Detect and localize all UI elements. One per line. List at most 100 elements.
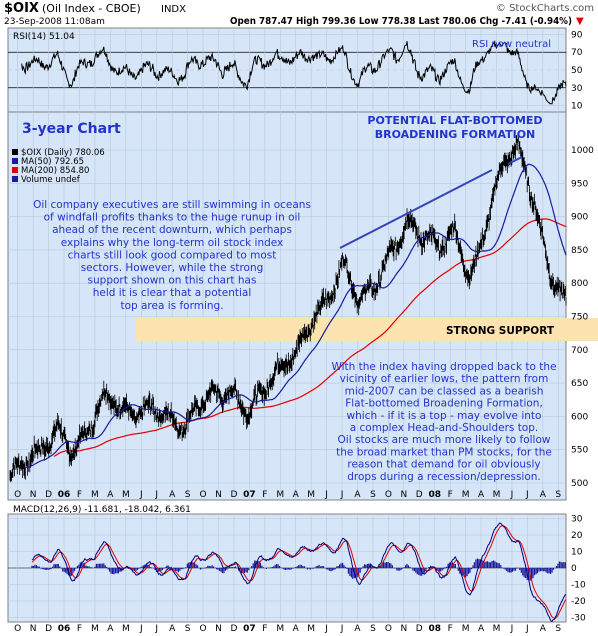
comment-line: held it is clear that a potential xyxy=(93,287,252,299)
x-tick-label: N xyxy=(30,490,37,500)
price-tick-label: 650 xyxy=(571,379,588,389)
x-tick-label: D xyxy=(45,624,52,634)
x-tick-label: O xyxy=(200,490,207,500)
legend-swatch xyxy=(12,149,18,155)
x-tick-label: A xyxy=(540,624,547,634)
macd-signal-line xyxy=(31,525,567,619)
x-tick-label: N xyxy=(215,490,222,500)
legend-label: Volume undef xyxy=(21,175,81,185)
broadening-trendline-ext xyxy=(507,156,523,165)
comment-line: top area is forming. xyxy=(120,300,223,312)
legend-label: $OIX (Daily) 780.06 xyxy=(21,148,105,158)
x-tick-label: A xyxy=(293,490,300,500)
macd-tick-label: -20 xyxy=(571,597,586,607)
index-name: (Oil Index - CBOE) xyxy=(42,2,141,15)
comment-line: of windfall profits thanks to the huge r… xyxy=(44,212,301,224)
x-tick-label: S xyxy=(555,490,561,500)
x-tick-label: J xyxy=(525,490,529,500)
chart-title: 3-year Chart xyxy=(22,121,121,137)
macd-tick-label: 20 xyxy=(571,531,583,541)
comment-line: Oil stocks are much more likely to follo… xyxy=(338,434,551,446)
comment-line: sectors. However, while the strong xyxy=(81,262,264,274)
comment-line: drops during a recession/depression. xyxy=(347,471,541,483)
price-tick-label: 1000 xyxy=(571,146,594,156)
price-tick-label: 950 xyxy=(571,179,588,189)
x-tick-label: S xyxy=(370,490,376,500)
x-tick-label: J xyxy=(510,490,514,500)
exchange-label: INDX xyxy=(161,4,186,15)
x-tick-label: J xyxy=(510,624,514,634)
price-bars xyxy=(9,135,567,483)
comment-line: Flat-bottomed Broadening Formation, xyxy=(345,398,543,410)
x-tick-label: A xyxy=(293,624,300,634)
x-tick-label: A xyxy=(478,490,485,500)
x-tick-label: A xyxy=(169,624,176,634)
x-tick-label: F xyxy=(262,624,267,634)
x-tick-label: M xyxy=(462,490,470,500)
price-tick-label: 750 xyxy=(571,313,588,323)
macd-tick-label: -30 xyxy=(571,614,586,624)
x-tick-label: A xyxy=(107,490,114,500)
legend-swatch xyxy=(12,176,18,182)
x-tick-label: F xyxy=(262,490,267,500)
x-tick-label: 06 xyxy=(58,624,71,634)
price-tick-label: 700 xyxy=(571,346,588,356)
macd-histogram xyxy=(31,558,566,581)
macd-tick-label: 30 xyxy=(571,515,583,525)
legend-label: MA(50) 792.65 xyxy=(21,157,84,167)
x-tick-label: O xyxy=(14,624,21,634)
x-tick-label: M xyxy=(91,490,99,500)
legend-label: MA(200) 854.80 xyxy=(21,166,89,176)
rsi-annotation: RSI now neutral xyxy=(472,39,551,50)
x-tick-label: M xyxy=(493,624,501,634)
x-tick-label: O xyxy=(385,490,392,500)
x-tick-label: D xyxy=(45,490,52,500)
x-tick-label: M xyxy=(91,624,99,634)
macd-tick-label: -10 xyxy=(571,581,586,591)
macd-tick-label: 10 xyxy=(571,548,583,558)
x-tick-label: J xyxy=(139,624,143,634)
x-tick-label: D xyxy=(416,624,423,634)
x-tick-label: F xyxy=(448,490,453,500)
support-band xyxy=(136,318,598,341)
comment-line: the broad market than PM stocks, for the xyxy=(336,446,552,458)
watermark: © StockCharts.com xyxy=(496,3,594,14)
x-tick-label: M xyxy=(307,624,315,634)
comment-line: ahead of the recent downturn, which perh… xyxy=(52,224,292,236)
x-tick-label: 07 xyxy=(243,490,256,500)
rsi-label: RSI(14) 51.04 xyxy=(13,32,75,42)
pattern-title-line2: BROADENING FORMATION xyxy=(375,128,536,141)
symbol-title: $OIX xyxy=(4,1,39,16)
x-tick-label: A xyxy=(107,624,114,634)
rsi-tick-label: 50 xyxy=(571,66,583,76)
comment-line: charts still look good compared to most xyxy=(68,249,277,261)
comment-line: With the index having dropped back to th… xyxy=(331,361,556,373)
x-tick-label: M xyxy=(276,624,284,634)
x-tick-label: S xyxy=(370,624,376,634)
x-tick-label: A xyxy=(540,490,547,500)
x-tick-label: J xyxy=(154,490,158,500)
broadening-trendline xyxy=(339,169,493,249)
comment-line: mid-2007 can be classed as a bearish xyxy=(345,385,544,397)
x-tick-label: J xyxy=(154,624,158,634)
x-tick-label: S xyxy=(185,490,191,500)
x-tick-label: N xyxy=(400,624,407,634)
support-label: STRONG SUPPORT xyxy=(446,325,555,337)
x-tick-label: O xyxy=(385,624,392,634)
comment-line: Oil company executives are still swimmin… xyxy=(33,199,311,211)
x-tick-label: 08 xyxy=(428,624,441,634)
x-tick-label: F xyxy=(77,624,82,634)
price-bar-series xyxy=(9,135,567,483)
x-tick-label: A xyxy=(169,490,176,500)
x-tick-label: S xyxy=(555,624,561,634)
x-tick-label: F xyxy=(448,624,453,634)
x-tick-label: D xyxy=(230,624,237,634)
x-tick-label: A xyxy=(354,490,361,500)
price-tick-label: 550 xyxy=(571,446,588,456)
comment-line: explains why the long-term oil stock ind… xyxy=(61,237,284,249)
comment-lower: With the index having dropped back to th… xyxy=(331,361,556,483)
x-tick-label: J xyxy=(340,490,344,500)
rsi-tick-label: 90 xyxy=(571,30,583,40)
